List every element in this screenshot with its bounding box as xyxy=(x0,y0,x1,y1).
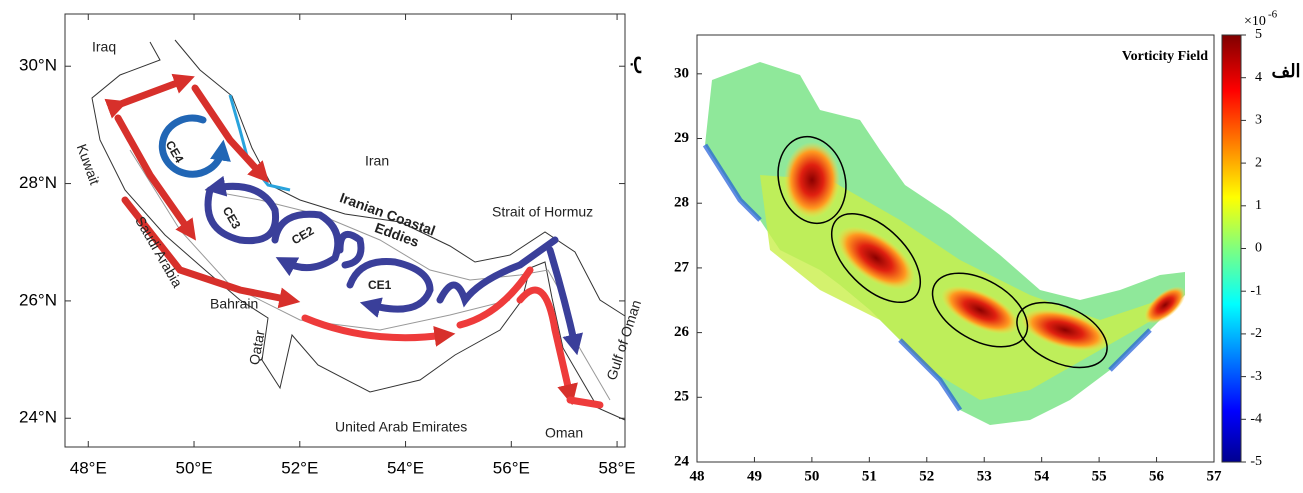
colorbar-exponent: -6 xyxy=(1268,9,1278,21)
y-tick-label: 26 xyxy=(674,324,690,340)
colorbar-tick-label: 4 xyxy=(1255,70,1262,85)
colorbar-tick-label: -2 xyxy=(1250,326,1262,341)
x-tick-label: 55 xyxy=(1092,468,1107,484)
vorticity-blob xyxy=(1021,309,1109,351)
y-tick-label: 30 xyxy=(674,65,689,81)
y-tick-label: 24°N xyxy=(19,408,57,427)
vorticity-blob xyxy=(941,285,1019,335)
panel-label: الف xyxy=(1271,61,1300,81)
panel-label: ب xyxy=(630,56,652,75)
x-tick-label: 48°E xyxy=(70,458,107,477)
colorbar-tick-label: -3 xyxy=(1250,369,1262,384)
y-tick-label: 28 xyxy=(674,195,689,211)
map-label: United Arab Emirates xyxy=(335,419,467,435)
x-tick-label: 56 xyxy=(1149,468,1165,484)
y-tick-label: 24 xyxy=(674,453,690,469)
map-label: Iran xyxy=(365,153,389,169)
x-tick-label: 58°E xyxy=(599,458,636,477)
y-tick-label: 27 xyxy=(674,259,690,275)
map-label: Bahrain xyxy=(210,296,258,312)
y-tick-label: 26°N xyxy=(19,290,57,309)
x-tick-label: 48 xyxy=(690,468,705,484)
colorbar-tick-label: 5 xyxy=(1255,27,1262,42)
map-label: Strait of Hormuz xyxy=(492,204,593,220)
colorbar-tick-label: 0 xyxy=(1255,241,1262,256)
coastline-north xyxy=(174,39,626,317)
colorbar-tick-label: 1 xyxy=(1255,198,1262,213)
colorbar-tick-label: 2 xyxy=(1255,155,1262,170)
colorbar xyxy=(1221,34,1242,463)
colorbar-tick-label: 3 xyxy=(1255,113,1262,128)
x-tick-label: 54 xyxy=(1034,468,1050,484)
right-map: Vorticity Field ×10 -6 الف xyxy=(696,9,1301,463)
colorbar-tick-label: -1 xyxy=(1250,283,1262,298)
colorbar-tick-label: -5 xyxy=(1250,454,1262,469)
currents xyxy=(104,73,604,409)
x-tick-label: 54°E xyxy=(387,458,424,477)
map-label: Oman xyxy=(545,425,583,441)
map-label: Iraq xyxy=(92,39,116,55)
y-tick-label: 28°N xyxy=(19,173,57,192)
eddy-outlines xyxy=(777,135,1108,369)
x-tick-label: 50°E xyxy=(176,458,213,477)
y-tick-label: 25 xyxy=(674,389,689,405)
x-tick-label: 52 xyxy=(919,468,934,484)
colorbar-multiplier: ×10 xyxy=(1244,14,1266,29)
y-tick-label: 30°N xyxy=(19,56,57,75)
x-tick-label: 53 xyxy=(977,468,992,484)
x-tick-label: 49 xyxy=(747,468,762,484)
x-tick-label: 50 xyxy=(804,468,819,484)
x-tick-label: 56°E xyxy=(493,458,530,477)
vorticity-blob xyxy=(784,142,840,218)
map-title: Vorticity Field xyxy=(1122,49,1208,64)
coastline-south xyxy=(91,41,626,421)
vorticity-blob xyxy=(837,226,915,290)
eddy-label: CE1 xyxy=(368,278,392,292)
left-map: Iraq Kuwait Iran Saudi Arabia Bahrain Qa… xyxy=(64,13,652,448)
colorbar-tick-label: -4 xyxy=(1250,412,1262,427)
x-tick-label: 57 xyxy=(1207,468,1223,484)
x-tick-label: 51 xyxy=(862,468,877,484)
y-tick-label: 29 xyxy=(674,130,689,146)
sea-field xyxy=(702,143,1152,412)
map-label: Qatar xyxy=(246,329,268,367)
x-tick-label: 52°E xyxy=(281,458,318,477)
vorticity-blob xyxy=(1144,286,1186,324)
